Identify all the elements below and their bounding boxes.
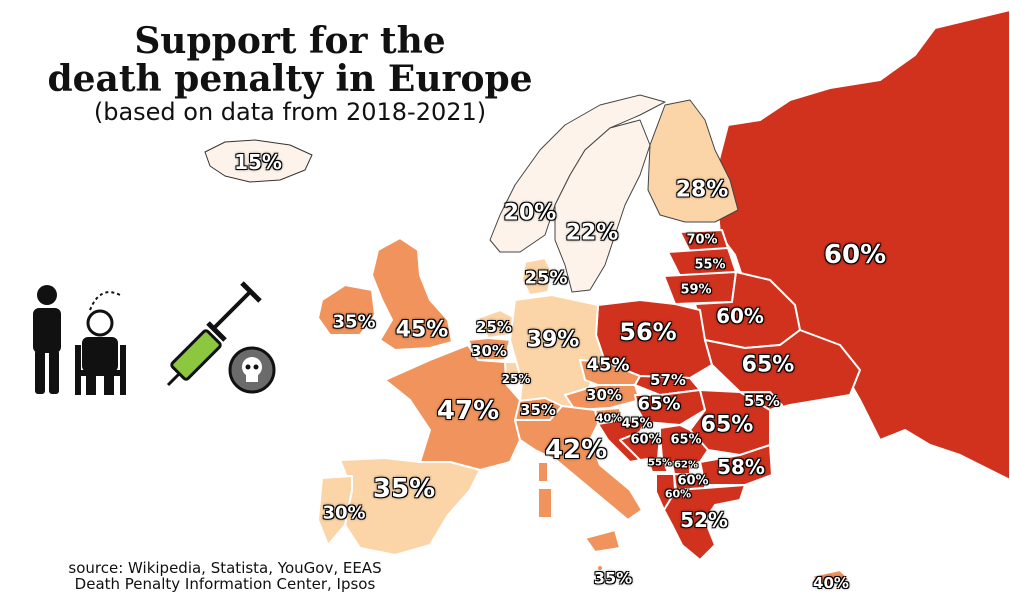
label-lithuania: 59% bbox=[680, 282, 712, 298]
region-norway bbox=[489, 94, 666, 253]
source-line-2: Death Penalty Information Center, Ipsos bbox=[74, 575, 376, 593]
label-czechia: 45% bbox=[586, 354, 630, 376]
region-ireland bbox=[317, 284, 376, 336]
label-russia: 60% bbox=[823, 240, 887, 270]
syringe-icon bbox=[166, 281, 262, 387]
label-cyprus: 40% bbox=[813, 574, 849, 592]
label-uk: 45% bbox=[395, 317, 449, 343]
label-malta: 35% bbox=[593, 568, 633, 588]
label-italy: 42% bbox=[544, 435, 608, 465]
label-luxembourg: 25% bbox=[501, 372, 531, 386]
label-finland: 28% bbox=[675, 177, 729, 203]
label-serbia: 65% bbox=[670, 432, 702, 448]
label-sweden: 22% bbox=[565, 220, 619, 246]
label-croatia: 45% bbox=[621, 416, 653, 432]
region-corsica bbox=[537, 461, 549, 483]
label-ireland: 35% bbox=[332, 311, 376, 333]
region-bosnia bbox=[619, 431, 661, 461]
region-sicily bbox=[584, 529, 621, 553]
region-italy bbox=[514, 405, 643, 521]
region-sweden bbox=[554, 119, 651, 293]
region-iceland bbox=[204, 139, 313, 183]
label-norway: 20% bbox=[503, 200, 557, 226]
label-greece: 52% bbox=[680, 508, 728, 532]
label-bulgaria: 58% bbox=[717, 455, 765, 479]
label-spain: 35% bbox=[372, 474, 436, 504]
region-portugal bbox=[317, 475, 353, 546]
label-iceland: 15% bbox=[234, 150, 282, 174]
label-albania: 60% bbox=[664, 487, 692, 501]
title-line-1: Support for the bbox=[134, 20, 446, 62]
source-note: source: Wikipedia, Statista, YouGov, EEA… bbox=[30, 560, 420, 592]
region-cyprus bbox=[811, 569, 851, 589]
skull-icon bbox=[228, 346, 276, 394]
label-austria: 30% bbox=[586, 386, 622, 404]
label-north-macedonia: 60% bbox=[677, 473, 709, 489]
region-greece bbox=[663, 484, 746, 561]
title-line-2: death penalty in Europe bbox=[47, 58, 533, 100]
label-germany: 39% bbox=[526, 327, 580, 353]
source-line-1: source: Wikipedia, Statista, YouGov, EEA… bbox=[68, 559, 382, 577]
region-moldova bbox=[739, 391, 783, 411]
label-portugal: 30% bbox=[322, 502, 366, 524]
icons-group bbox=[33, 281, 276, 395]
label-montenegro: 55% bbox=[648, 457, 672, 469]
region-uk bbox=[371, 237, 453, 351]
label-slovenia: 40% bbox=[595, 411, 623, 425]
label-romania: 65% bbox=[700, 412, 754, 438]
subtitle: (based on data from 2018-2021) bbox=[93, 98, 487, 126]
person-icon bbox=[33, 285, 61, 394]
region-denmark bbox=[521, 257, 553, 296]
label-bosnia: 60% bbox=[630, 432, 662, 448]
label-ukraine: 65% bbox=[741, 352, 795, 378]
label-switzerland: 35% bbox=[520, 401, 556, 419]
label-poland: 56% bbox=[619, 318, 677, 346]
region-hungary bbox=[634, 389, 706, 426]
label-france: 47% bbox=[436, 396, 500, 426]
label-belgium: 30% bbox=[471, 342, 507, 360]
label-belarus: 60% bbox=[716, 304, 764, 328]
region-montenegro bbox=[647, 457, 669, 473]
label-kosovo: 62% bbox=[674, 459, 698, 471]
region-kosovo bbox=[671, 461, 691, 475]
region-finland bbox=[647, 99, 739, 223]
label-denmark: 25% bbox=[524, 267, 568, 289]
page-title: Support for the death penalty in Europe bbox=[40, 22, 540, 98]
label-latvia: 55% bbox=[694, 257, 726, 273]
label-netherlands: 25% bbox=[476, 318, 512, 336]
label-slovakia: 57% bbox=[650, 371, 686, 389]
label-moldova: 55% bbox=[744, 392, 780, 410]
electric-chair-icon bbox=[75, 291, 126, 395]
label-estonia: 70% bbox=[686, 232, 718, 248]
label-hungary: 65% bbox=[637, 393, 681, 415]
region-malta bbox=[596, 564, 604, 572]
region-sardinia bbox=[537, 487, 553, 519]
